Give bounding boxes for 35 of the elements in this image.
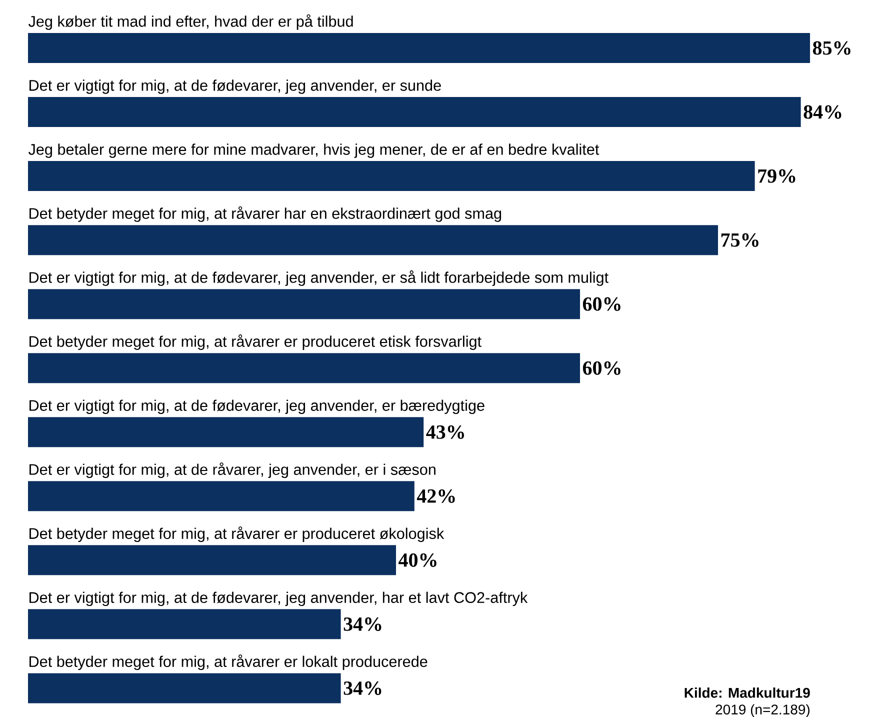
- bar: [28, 225, 718, 256]
- data-label: 34%: [344, 617, 382, 631]
- annotation: Kilde: Madkultur19: [684, 688, 810, 698]
- bar: [28, 673, 341, 704]
- bar: [28, 417, 424, 448]
- data-label: 42%: [416, 489, 455, 503]
- y-tick-label: Det er vigtigt for mig, at de fødevarer, jeg anvender, er sunde: [30, 80, 441, 94]
- y-tick-label: Jeg køber tit mad ind efter, hvad der er på tilbud: [28, 14, 353, 30]
- bar: [28, 289, 580, 320]
- bar: [28, 609, 341, 640]
- data-label: 40%: [398, 553, 436, 567]
- bar: [28, 353, 580, 384]
- y-tick-label: Det betyder meget for mig, at råvarer er produceret økologisk: [30, 526, 444, 542]
- y-tick-label: Det er vigtigt for mig, at de råvarer, jeg anvender, er i sæson: [30, 462, 436, 478]
- bar: [28, 161, 755, 192]
- data-label: 79%: [758, 169, 796, 183]
- bar: [28, 545, 396, 576]
- data-label: 43%: [426, 425, 464, 439]
- y-tick-label: Det betyder meget for mig, at råvarer er lokalt producerede: [30, 654, 428, 670]
- y-tick-label: Det betyder meget for mig, at råvarer har en ekstraordinært god smag: [30, 206, 502, 222]
- bar: [28, 481, 414, 512]
- data-label: 60%: [582, 361, 620, 375]
- data-label: 60%: [582, 297, 620, 311]
- text: 2019 (n=2.189): [716, 704, 810, 717]
- bar: [28, 97, 801, 128]
- data-label: 84%: [804, 105, 842, 119]
- y-tick-label: Det er vigtigt for mig, at de fødevarer, jeg anvender, er bæredygtige: [30, 400, 484, 414]
- y-tick-label: Jeg betaler gerne mere for mine madvarer, hvis jeg mener, de er af en bedre kvalitet: [28, 144, 600, 158]
- y-tick-label: Det er vigtigt for mig, at de fødevarer, jeg anvender, er så lidt forarbejdede som muligt: [30, 270, 608, 286]
- y-tick-label: Det betyder meget for mig, at råvarer er produceret etisk forsvarligt: [30, 334, 482, 350]
- data-label: 75%: [721, 233, 758, 247]
- bar: [28, 33, 810, 64]
- y-tick-label: Det er vigtigt for mig, at de fødevarer, jeg anvender, har et lavt CO2-aftryk: [30, 592, 528, 606]
- data-label: 85%: [812, 41, 850, 55]
- data-label: 34%: [344, 681, 382, 695]
